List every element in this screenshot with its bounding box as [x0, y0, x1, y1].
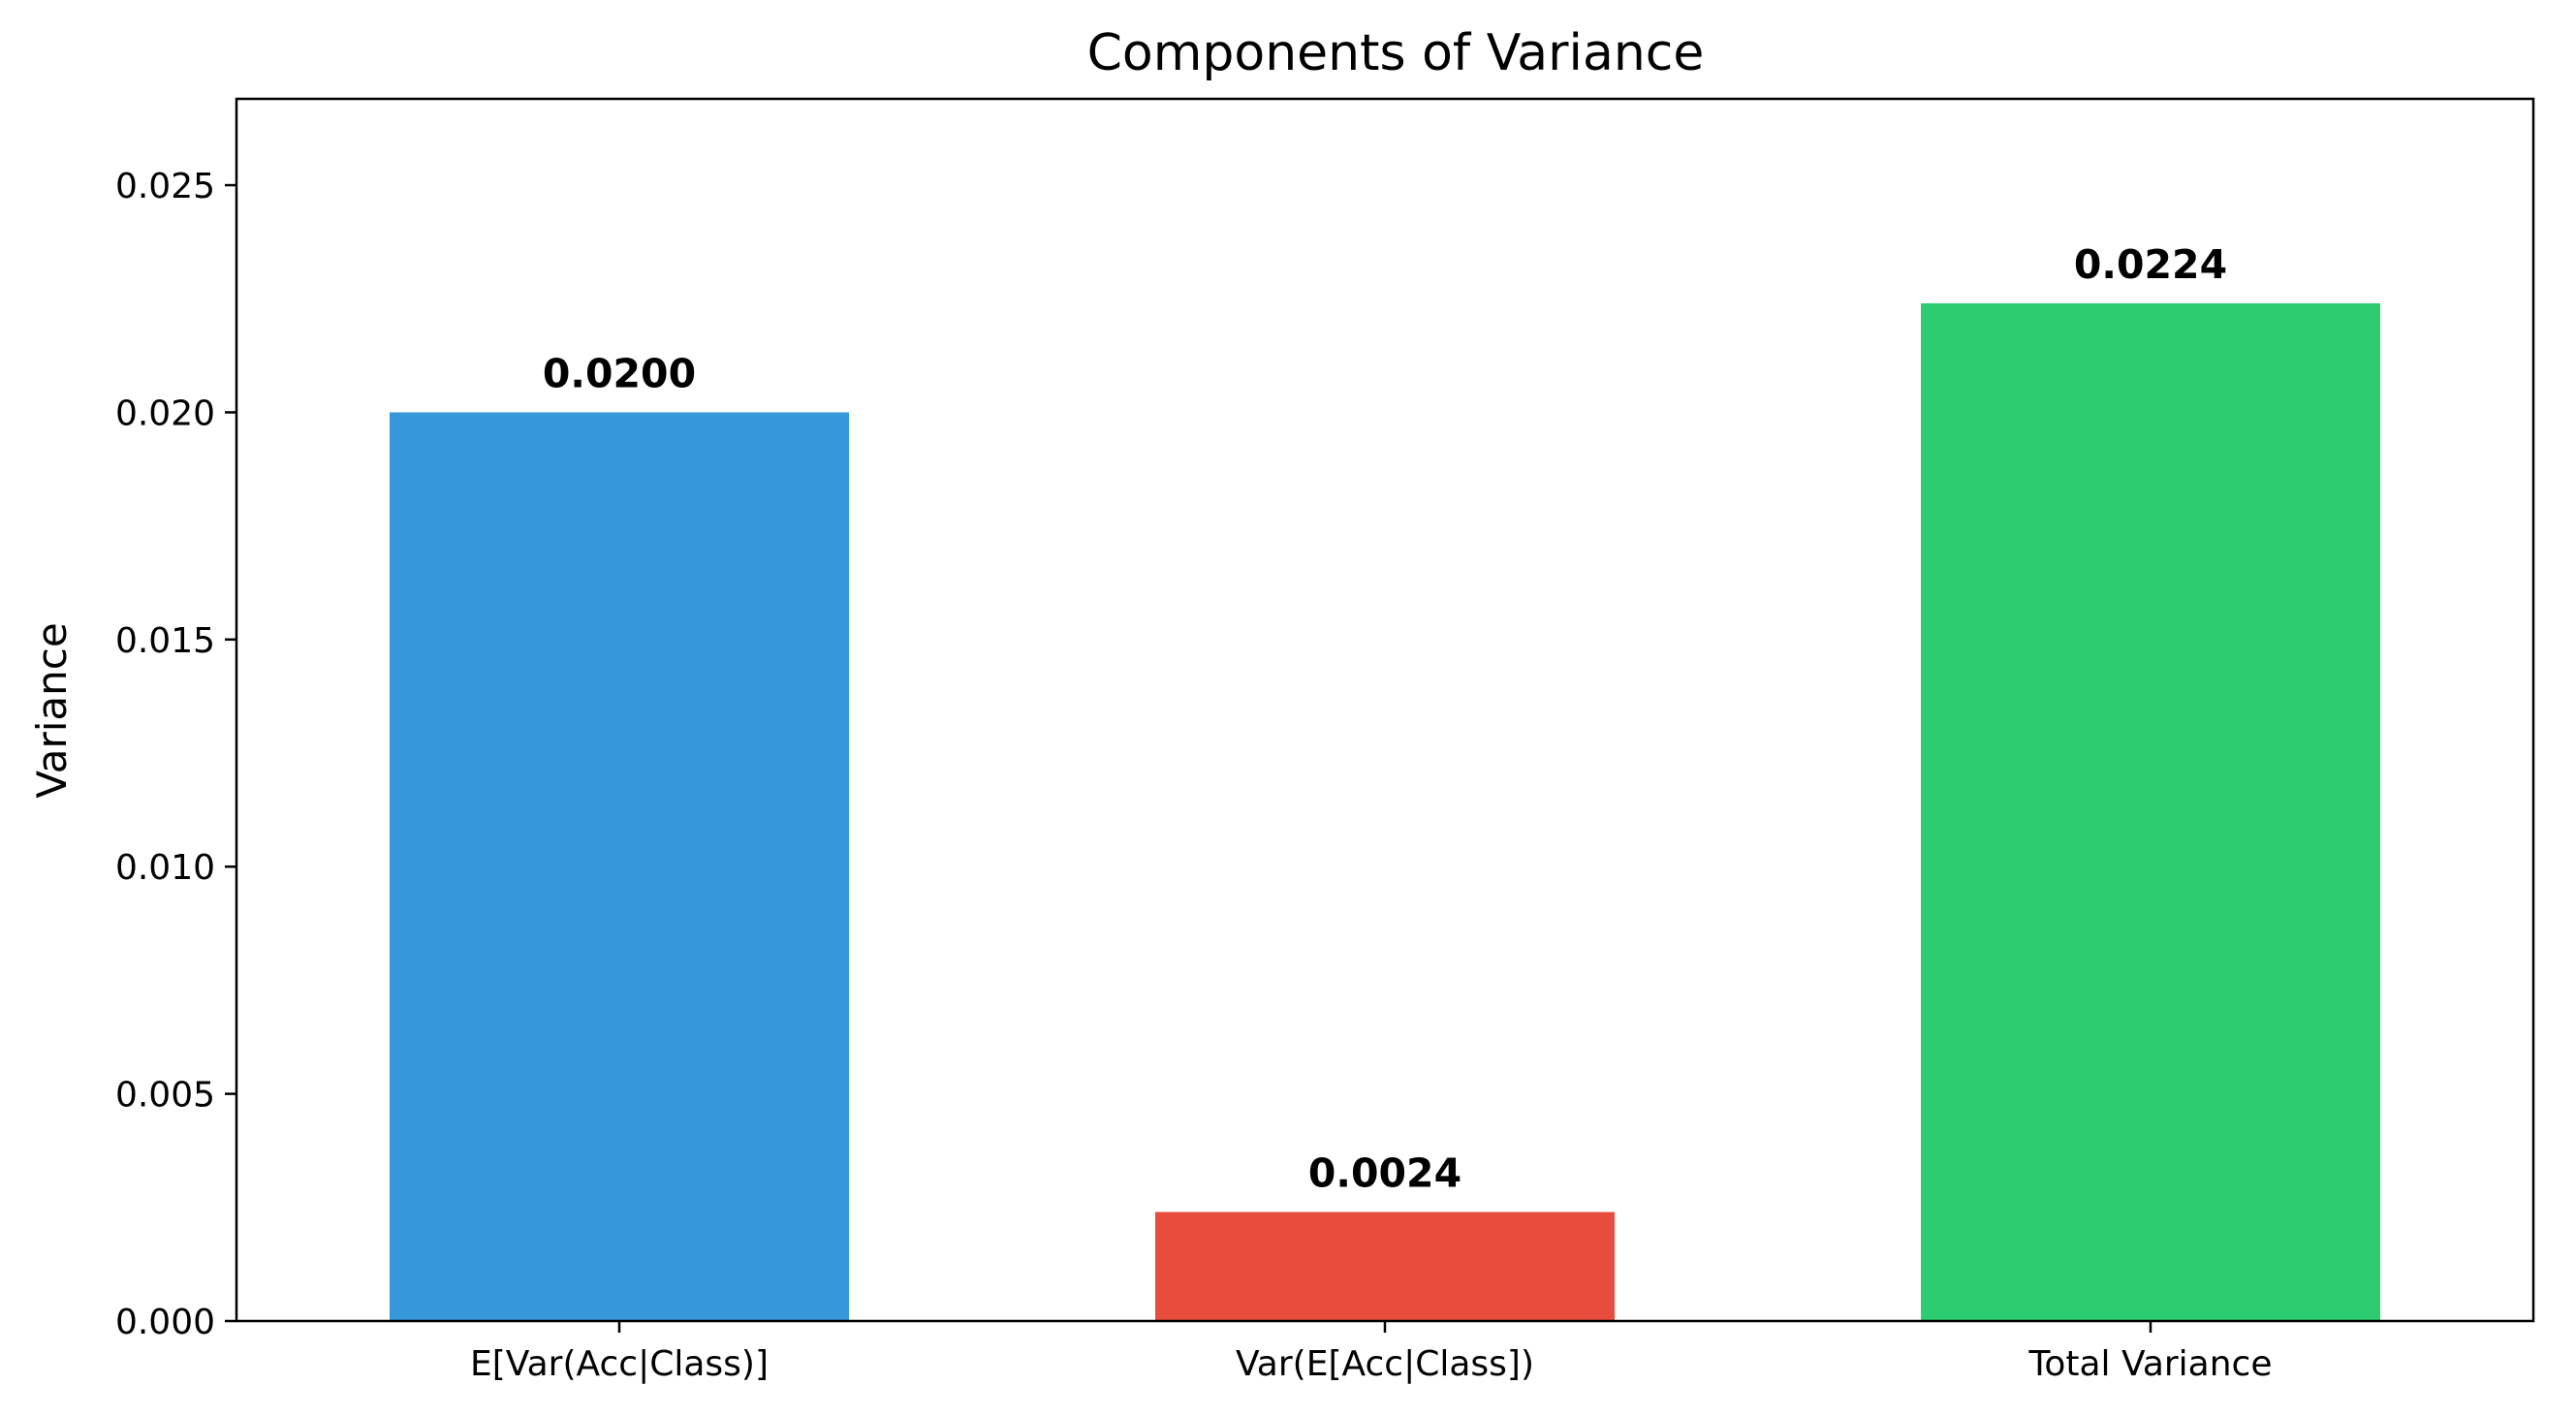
x-tick-label: E[Var(Acc|Class)]	[470, 1344, 769, 1384]
y-tick-label: 0.025	[115, 167, 215, 206]
bar	[1921, 302, 2380, 1321]
y-axis-label: Variance	[28, 622, 76, 798]
x-tick-label: Var(E[Acc|Class])	[1236, 1344, 1534, 1384]
bar	[1155, 1211, 1615, 1321]
y-tick-label: 0.020	[115, 393, 215, 433]
y-tick-label: 0.005	[115, 1076, 215, 1116]
y-tick-label: 0.010	[115, 848, 215, 888]
plot-area: 0.000 0.005 0.010 0.015 0.020 0.025 E[Var(Acc|…	[115, 167, 2380, 1384]
bar-value-label: 0.0024	[1308, 1149, 1461, 1196]
plot-frame	[235, 97, 2535, 1323]
x-tick-label: Total Variance	[2027, 1344, 2272, 1384]
bar-value-label: 0.0224	[2074, 241, 2227, 288]
y-tick-label: 0.000	[115, 1303, 215, 1342]
bar	[390, 412, 849, 1322]
bar-value-label: 0.0200	[543, 350, 696, 396]
y-tick-label: 0.015	[115, 621, 215, 661]
chart-title: Components of Variance	[1087, 24, 1705, 82]
